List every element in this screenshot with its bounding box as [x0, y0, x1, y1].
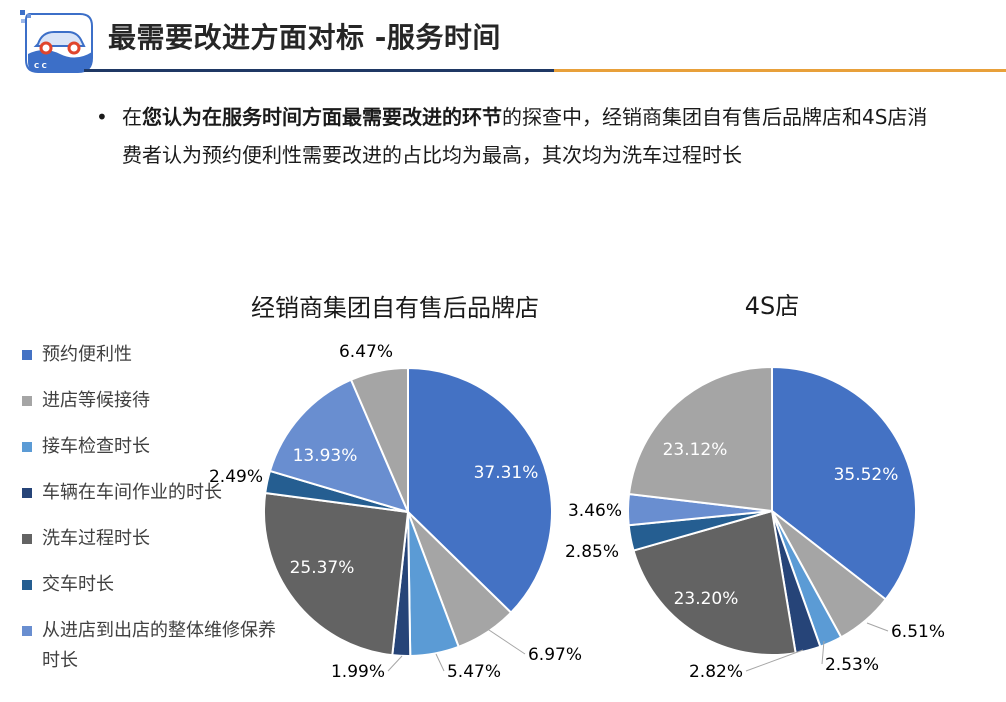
slice-data-label: 2.49% — [209, 467, 263, 487]
chart-title-dealer: 经销商集团自有售后品牌店 — [251, 294, 539, 322]
svg-text:C C: C C — [34, 62, 47, 70]
legend-label: 从进店到出店的整体维修保养时长 — [42, 620, 276, 671]
pie-slice — [268, 378, 410, 514]
legend-label: 接车检查时长 — [42, 436, 150, 457]
page-title: 最需要改进方面对标 -服务时间 — [108, 21, 501, 54]
legend-swatch — [22, 626, 32, 636]
slice-data-label: 23.20% — [674, 589, 739, 609]
legend-label: 预约便利性 — [42, 344, 132, 365]
legend-swatch — [22, 442, 32, 452]
leader-line — [821, 640, 825, 665]
pie-slice — [632, 509, 797, 656]
leader-line — [435, 653, 445, 672]
slice-data-label: 23.12% — [663, 440, 728, 460]
slice-data-label: 5.47% — [447, 662, 501, 682]
legend-item: 接车检查时长 — [22, 432, 284, 462]
pie-slice — [627, 365, 773, 513]
legend-item: 预约便利性 — [22, 340, 284, 370]
chart-title-4s: 4S店 — [745, 292, 800, 320]
legend-swatch — [22, 580, 32, 590]
leader-line — [485, 627, 526, 655]
leader-line — [387, 655, 403, 672]
leader-line — [866, 622, 889, 632]
slice-data-label: 25.37% — [290, 558, 355, 578]
summary-text-post: 的探查中，经销商集团自有售后品牌店和4S店消费者认为预约便利性需要改进的占比均为… — [122, 105, 928, 167]
slice-data-label: 6.97% — [528, 645, 582, 665]
pie-slice — [349, 366, 409, 513]
bullet-dot-icon: • — [96, 105, 108, 129]
slice-data-label: 35.52% — [834, 465, 899, 485]
slice-data-label: 13.93% — [293, 446, 358, 466]
summary-text: 在您认为在服务时间方面最需要改进的环节的探查中，经销商集团自有售后品牌店和4S店… — [122, 98, 936, 174]
slice-data-label: 3.46% — [568, 501, 622, 521]
leader-line — [745, 649, 804, 672]
chart-legend: 预约便利性 进店等候接待 接车检查时长 车辆在车间作业的时长 洗车过程时长 交车… — [22, 340, 284, 692]
summary-text-pre: 在 — [122, 105, 142, 129]
slice-data-label: 1.99% — [331, 662, 385, 682]
legend-swatch — [22, 534, 32, 544]
legend-label: 车辆在车间作业的时长 — [42, 482, 222, 503]
pie-slice — [407, 366, 553, 615]
legend-item: 洗车过程时长 — [22, 524, 284, 554]
legend-item: 交车时长 — [22, 570, 284, 600]
legend-item: 车辆在车间作业的时长 — [22, 478, 284, 508]
legend-swatch — [22, 350, 32, 360]
pie-slice — [263, 491, 410, 657]
company-logo-icon: C C — [20, 10, 93, 73]
pie-slice — [771, 365, 917, 601]
legend-label: 进店等候接待 — [42, 390, 150, 411]
legend-swatch — [22, 488, 32, 498]
legend-item: 进店等候接待 — [22, 386, 284, 416]
slice-data-label: 37.31% — [474, 463, 539, 483]
slice-data-label: 2.85% — [565, 542, 619, 562]
summary-text-bold: 您认为在服务时间方面最需要改进的环节 — [142, 105, 502, 129]
legend-label: 交车时长 — [42, 574, 114, 595]
legend-label: 洗车过程时长 — [42, 528, 150, 549]
slice-data-label: 6.47% — [339, 342, 393, 362]
slice-data-label: 6.51% — [891, 622, 945, 642]
slice-data-label: 2.53% — [825, 655, 879, 675]
legend-swatch — [22, 396, 32, 406]
legend-item: 从进店到出店的整体维修保养时长 — [22, 616, 284, 676]
pie-dealer: 37.31% 6.97% 5.47% 1.99% 25.37% 2.49% 13.93% 6.… — [209, 342, 582, 682]
pie-4s: 35.52% 6.51% 2.53% 2.82% 23.20% 2.85% 3.46% 23.… — [565, 365, 945, 682]
slice-data-label: 2.82% — [689, 662, 743, 682]
title-underline — [84, 69, 1006, 72]
summary-bullet: • 在您认为在服务时间方面最需要改进的环节的探查中，经销商集团自有售后品牌店和4… — [96, 98, 936, 174]
